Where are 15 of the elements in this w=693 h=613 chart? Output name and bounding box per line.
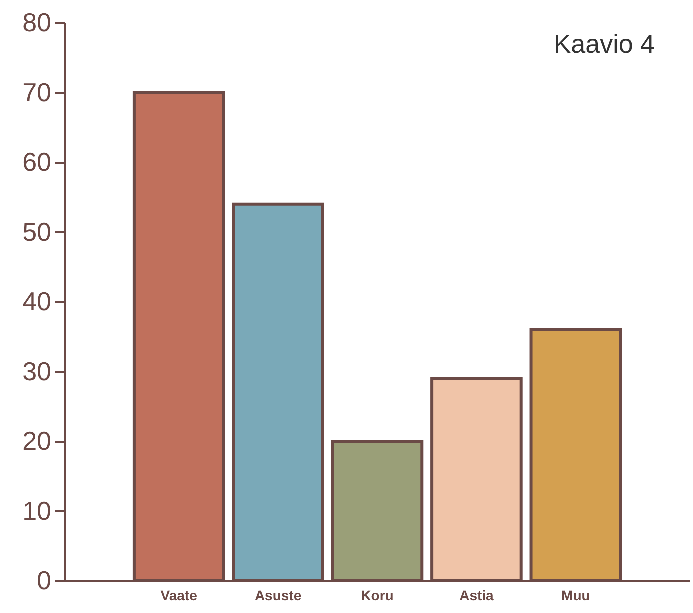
y-tick-label: 80 xyxy=(22,8,52,38)
chart-title: Kaavio 4 xyxy=(554,29,655,59)
y-tick-label: 20 xyxy=(22,426,52,456)
x-tick-label: Asuste xyxy=(254,588,302,604)
y-tick-label: 50 xyxy=(22,216,52,247)
y-tick-label: 30 xyxy=(22,356,52,386)
x-tick-label: Astia xyxy=(460,588,494,604)
y-tick-label: 70 xyxy=(22,77,52,108)
y-tick-label: 40 xyxy=(22,286,52,316)
y-tick-label: 10 xyxy=(22,496,52,526)
y-tick-label: 0 xyxy=(37,566,52,596)
y-tick-label: 60 xyxy=(22,147,52,177)
x-tick-label: Muu xyxy=(562,588,590,604)
x-tick-label: Koru xyxy=(361,588,394,604)
x-tick-label: Vaate xyxy=(160,588,198,604)
